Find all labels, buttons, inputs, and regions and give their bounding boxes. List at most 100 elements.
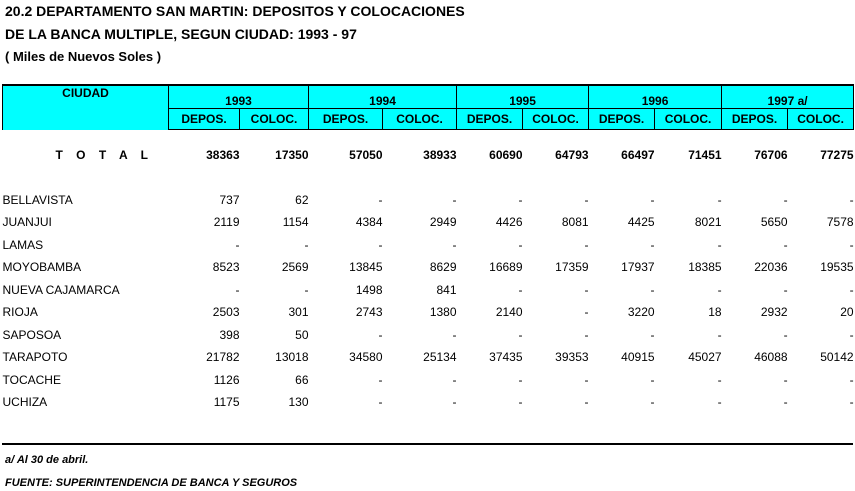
city-name: SAPOSOA [2,327,62,342]
depos-value: - [518,372,523,387]
depos-value: 2140 [495,305,523,320]
bottom-rule [2,443,853,445]
depos-header: DEPOS. [456,108,523,130]
city-name: MOYOBAMBA [2,260,82,275]
coloc-value: - [304,282,309,297]
coloc-value: - [849,395,854,410]
depos-value: - [235,282,240,297]
sub-header-row: DEPOS. COLOC. DEPOS. COLOC. DEPOS. COLOC… [3,108,855,130]
depos-header: DEPOS. [168,108,240,130]
depos-value: 38363 [206,147,240,162]
coloc-value: 25134 [423,350,457,365]
depos-value: - [235,237,240,252]
coloc-value: - [849,192,854,207]
depos-header: DEPOS. [721,108,788,130]
depos-value: - [650,237,655,252]
coloc-value: 77275 [820,147,854,162]
coloc-value: 20 [840,305,854,320]
depos-header: DEPOS. [308,108,383,130]
source-note: FUENTE: SUPERINTENDENCIA DE BANCA Y SEGU… [5,477,298,489]
depos-value: 40915 [621,350,655,365]
coloc-value: 841 [436,282,457,297]
units-label: ( Miles de Nuevos Soles ) [5,49,162,64]
table-title-line2: DE LA BANCA MULTIPLE, SEGUN CIUDAD: 1993… [5,26,357,42]
table-row: SAPOSOA 398 50 - - - - - - - - [3,324,854,347]
coloc-value: 130 [288,395,309,410]
table-row: TOCACHE 1126 66 - - - - - - - - [3,369,854,392]
coloc-value: 38933 [423,147,457,162]
coloc-value: 2949 [429,215,457,230]
coloc-value: 1154 [282,215,309,230]
depos-value: 4426 [495,215,523,230]
coloc-value: 19535 [820,260,854,275]
coloc-value: - [717,192,722,207]
table-row: JUANJUI 2119 1154 4384 2949 4426 8081 4425 8021 5… [3,211,854,234]
coloc-value: 1380 [429,305,457,320]
depos-value: 737 [219,192,240,207]
total-row: T O T A L 38363 17350 57050 38933 60690 64793 6… [3,142,854,168]
coloc-value: - [452,237,457,252]
depos-value: 2119 [213,215,240,230]
coloc-value: - [584,192,589,207]
coloc-value: - [849,282,854,297]
depos-value: - [378,237,383,252]
table-row: BELLAVISTA 737 62 - - - - - - - - [3,189,854,212]
depos-value: 37435 [489,350,523,365]
depos-header: DEPOS. [588,108,655,130]
depos-value: 8523 [212,260,240,275]
coloc-value: 17359 [555,260,589,275]
coloc-value: 8021 [694,215,722,230]
coloc-value: - [452,372,457,387]
coloc-value: 17350 [275,147,309,162]
table-row: NUEVA CAJAMARCA - - 1498 841 - - - - - - [3,279,854,302]
depos-value: - [518,192,523,207]
depos-value: - [378,372,383,387]
coloc-value: 45027 [688,350,722,365]
city-name: RIOJA [2,305,38,320]
depos-value: - [518,327,523,342]
table-row: TARAPOTO 21782 13018 34580 25134 37435 39353 40… [3,346,854,369]
city-name: JUANJUI [2,215,52,230]
city-name: LAMAS [2,237,44,252]
coloc-value: 301 [288,305,309,320]
total-label: T O T A L [55,147,153,162]
coloc-value: - [452,192,457,207]
footnote: a/ Al 30 de abril. [5,454,89,466]
coloc-value: 18385 [688,260,722,275]
depos-value: 66497 [621,147,655,162]
table-body: T O T A L 38363 17350 57050 38933 60690 64793 6… [3,130,854,414]
depos-value: 21782 [206,350,240,365]
coloc-header: COLOC. [522,108,589,130]
table-title: 20.2 DEPARTAMENTO SAN MARTIN: DEPOSITOS … [5,3,465,19]
coloc-value: 8629 [429,260,457,275]
city-name: TOCACHE [2,372,61,387]
year-header: 1996 [588,84,722,109]
year-header: 1995 [456,84,589,109]
depos-value: 5650 [760,215,788,230]
depos-value: 2503 [212,305,240,320]
depos-value: 22036 [754,260,788,275]
coloc-header: COLOC. [654,108,722,130]
depos-value: - [783,327,788,342]
depos-value: 2743 [355,305,383,320]
depos-value: 13845 [349,260,383,275]
depos-value: 57050 [349,147,383,162]
depos-value: 76706 [754,147,788,162]
depos-value: 398 [219,327,240,342]
coloc-value: 2569 [281,260,309,275]
depos-value: - [518,395,523,410]
coloc-header: COLOC. [238,108,309,130]
coloc-value: 66 [295,372,309,387]
depos-value: - [783,282,788,297]
coloc-value: - [304,237,309,252]
coloc-value: - [717,372,722,387]
coloc-value: - [584,327,589,342]
depos-value: 2932 [760,305,788,320]
depos-value: 34580 [349,350,383,365]
city-column-header: CIUDAD [2,84,169,130]
depos-value: - [650,395,655,410]
coloc-value: 62 [295,192,309,207]
depos-value: - [783,192,788,207]
coloc-value: - [717,237,722,252]
coloc-value: 7578 [826,215,854,230]
